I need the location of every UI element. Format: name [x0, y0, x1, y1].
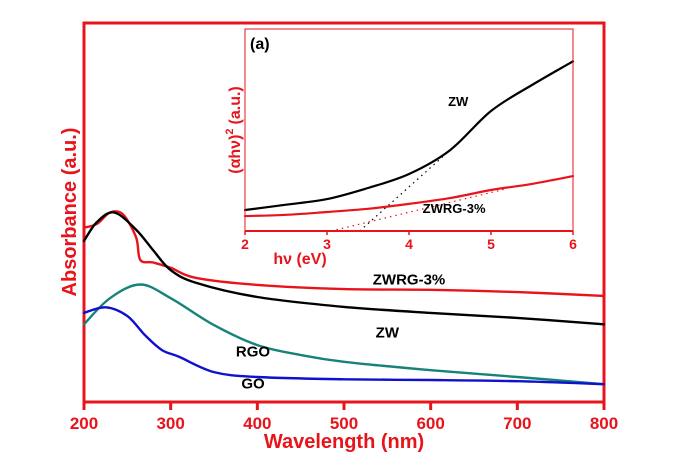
- main-series-group: [82, 210, 606, 386]
- series-line-zw: [243, 60, 575, 212]
- x-tick-label: 600: [416, 414, 444, 433]
- series-label-go: GO: [241, 376, 265, 393]
- series-label-zwrg-3: ZWRG-3%: [373, 272, 446, 289]
- main-x-axis-title: Wavelength (nm): [264, 431, 424, 453]
- main-plot: 200 300 400 500 600 700 800 ZWRG-3% ZW RGO GO Wav…: [59, 21, 618, 453]
- main-x-tick-labels: 200 300 400 500 600 700 800: [70, 414, 618, 433]
- inset-x-tick-labels: 2 3 4 5 6: [241, 236, 577, 252]
- x-tick-label: 800: [590, 414, 618, 433]
- inset-x-ticks: [244, 231, 574, 235]
- inset-y-axis-title-text: (αhν)2 (a.u.): [224, 86, 244, 174]
- series-label-zwrg-3: ZWRG-3%: [423, 201, 486, 216]
- x-tick-label: 200: [70, 414, 98, 433]
- x-tick-label: 400: [243, 414, 271, 433]
- inset-series-labels: ZW ZWRG-3%: [423, 94, 486, 216]
- x-tick-label: 3: [323, 236, 331, 252]
- inset-y-axis-title-base: (αhν): [227, 135, 244, 174]
- series-line-zwrg-3: [243, 175, 575, 218]
- x-tick-label: 300: [156, 414, 184, 433]
- main-series-labels: ZWRG-3% ZW RGO GO: [236, 272, 445, 393]
- x-tick-label: 700: [503, 414, 531, 433]
- series-line-go: [82, 306, 606, 386]
- inset-y-axis-title: (αhν)2 (a.u.): [224, 86, 244, 174]
- inset-y-axis-title-superscript: 2: [224, 128, 236, 134]
- x-tick-label: 5: [487, 236, 495, 252]
- inset-x-axis-title: hν (eV): [273, 251, 326, 268]
- main-y-axis-title: Absorbance (a.u.): [59, 128, 81, 297]
- inset-y-axis-title-unit: (a.u.): [227, 86, 244, 124]
- series-line-zw: [82, 211, 606, 326]
- inset-tangent-lines: [330, 149, 508, 232]
- inset-series-group: [243, 60, 575, 218]
- series-label-zw: ZW: [376, 325, 400, 342]
- x-tick-label: 500: [330, 414, 358, 433]
- x-tick-label: 2: [241, 236, 249, 252]
- series-line-rgo: [82, 283, 606, 386]
- inset-panel-label: (a): [250, 36, 270, 53]
- x-tick-label: 4: [405, 236, 413, 252]
- series-label-zw: ZW: [448, 94, 469, 109]
- x-tick-label: 6: [569, 236, 577, 252]
- tangent-line-zw-band-gap-extrapolation: [359, 149, 451, 232]
- series-label-rgo: RGO: [236, 344, 271, 361]
- inset-background: [245, 29, 573, 231]
- main-x-ticks: [82, 402, 606, 410]
